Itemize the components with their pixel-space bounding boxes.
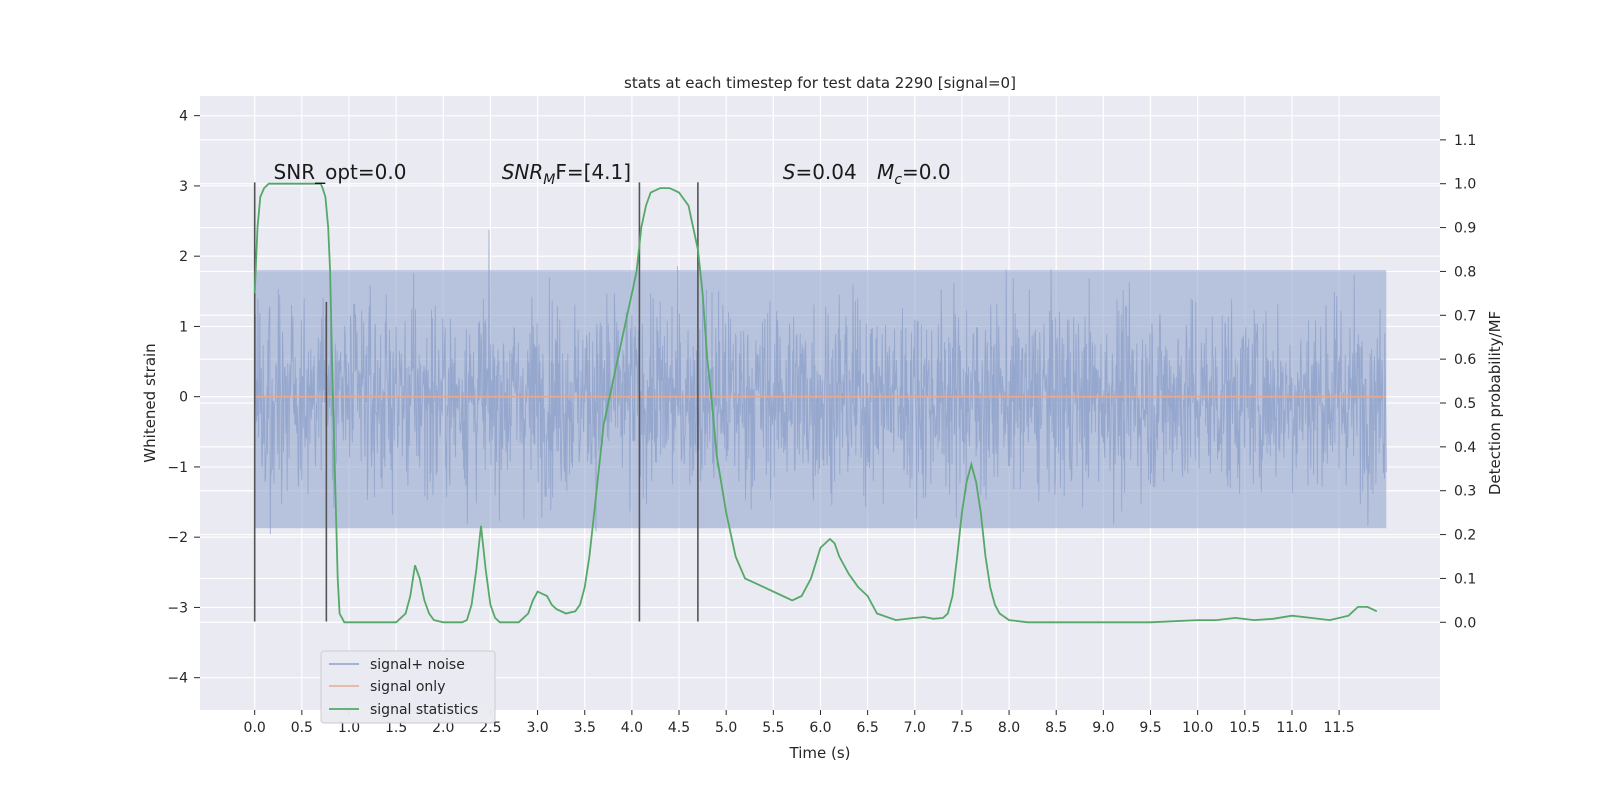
x-tick-label: 7.0 — [904, 720, 926, 736]
annotation-3: Mc=0.0 — [877, 160, 951, 188]
x-tick-label: 6.5 — [856, 720, 878, 736]
annotation-2: S=0.04 — [783, 160, 857, 184]
chart-title: stats at each timestep for test data 229… — [624, 74, 1016, 92]
right-y-tick-label: 0.0 — [1454, 615, 1476, 631]
left-y-tick-label: 3 — [179, 179, 188, 195]
right-y-tick-label: 1.0 — [1454, 177, 1476, 193]
x-tick-label: 11.0 — [1276, 720, 1307, 736]
x-axis-label: Time (s) — [789, 744, 851, 762]
left-y-tick-label: 1 — [179, 319, 188, 335]
x-tick-label: 2.0 — [432, 720, 454, 736]
x-tick-label: 8.5 — [1045, 720, 1067, 736]
x-tick-label: 11.5 — [1324, 720, 1355, 736]
x-tick-label: 5.5 — [762, 720, 784, 736]
left-y-tick-label: −4 — [167, 671, 188, 687]
left-y-axis-label: Whitened strain — [141, 343, 159, 462]
legend-label-statistics: signal statistics — [370, 702, 478, 718]
x-tick-label: 8.0 — [998, 720, 1020, 736]
legend-box — [320, 650, 496, 724]
right-y-tick-label: 0.4 — [1454, 440, 1476, 456]
left-y-tick-label: 0 — [179, 390, 188, 406]
right-y-tick-label: 0.6 — [1454, 352, 1476, 368]
left-y-tick-label: 4 — [179, 109, 188, 125]
left-y-tick-label: −2 — [167, 530, 188, 546]
x-tick-label: 1.5 — [385, 720, 407, 736]
x-tick-label: 6.0 — [809, 720, 831, 736]
right-y-tick-label: 0.2 — [1454, 528, 1476, 544]
noise-trace — [254, 229, 1387, 535]
x-tick-label: 5.0 — [715, 720, 737, 736]
x-tick-label: 3.0 — [526, 720, 548, 736]
right-y-tick-label: 0.8 — [1454, 264, 1476, 280]
x-tick-label: 4.5 — [668, 720, 690, 736]
left-y-tick-label: 2 — [179, 249, 188, 265]
right-y-tick-label: 0.9 — [1454, 221, 1476, 237]
x-tick-label: 3.5 — [574, 720, 596, 736]
annotation-1: SNRMF=[4.1] — [502, 160, 631, 188]
right-y-tick-label: 0.1 — [1454, 571, 1476, 587]
left-y-tick-label: −3 — [167, 600, 188, 616]
right-y-tick-label: 0.7 — [1454, 308, 1476, 324]
annotation-0: SNR_opt=0.0 — [274, 160, 407, 184]
x-axis-ticks: 0.0 0.5 1.0 1.5 2.0 2.5 3.0 3.5 4.0 4.5 5.0 5.5 6.0 6… — [244, 710, 1355, 736]
x-tick-label: 4.0 — [621, 720, 643, 736]
left-y-axis-ticks: 4 3 2 1 0 −1 −2 −3 −4 — [167, 109, 200, 687]
x-tick-label: 9.5 — [1139, 720, 1161, 736]
right-y-axis-ticks: 1.1 1.0 0.9 0.8 0.7 0.6 0.5 0.4 0.3 0.2 0.1 0.0 — [1440, 133, 1476, 631]
x-tick-label: 0.5 — [291, 720, 313, 736]
signal-statistics-line — [253, 182, 1378, 624]
legend-label-signal-only: signal only — [370, 679, 445, 695]
legend: signal+ noise signal only signal statist… — [320, 650, 496, 724]
noise-series — [254, 229, 1387, 535]
annotations: SNR_opt=0.0 SNRMF=[4.1] S=0.04 Mc=0.0 — [274, 160, 951, 188]
x-tick-label: 0.0 — [244, 720, 266, 736]
right-y-tick-label: 0.5 — [1454, 396, 1476, 412]
right-y-axis-label: Detection probability/MF — [1486, 311, 1504, 495]
left-y-tick-label: −1 — [167, 460, 188, 476]
x-tick-label: 10.0 — [1182, 720, 1213, 736]
right-y-tick-label: 0.3 — [1454, 484, 1476, 500]
x-tick-label: 9.0 — [1092, 720, 1114, 736]
legend-label-noise: signal+ noise — [370, 657, 465, 673]
right-y-tick-label: 1.1 — [1454, 133, 1476, 149]
x-tick-label: 1.0 — [338, 720, 360, 736]
x-tick-label: 10.5 — [1229, 720, 1260, 736]
x-tick-label: 2.5 — [479, 720, 501, 736]
x-tick-label: 7.5 — [951, 720, 973, 736]
